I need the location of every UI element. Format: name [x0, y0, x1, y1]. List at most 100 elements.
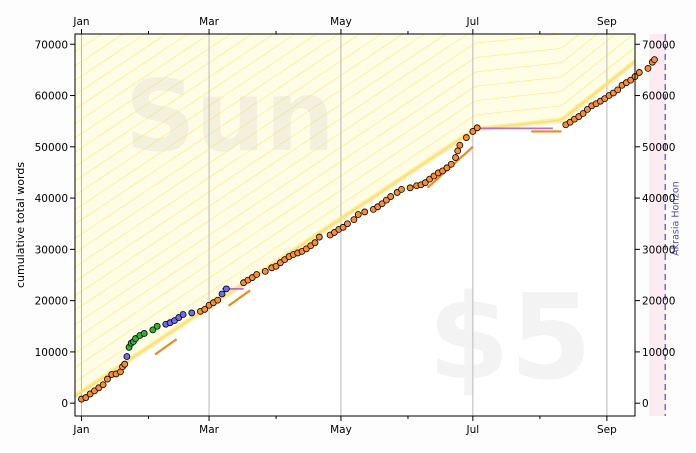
datapoint	[188, 309, 196, 317]
datapoint	[99, 381, 107, 389]
orange-guide-line	[227, 289, 251, 307]
datapoint	[82, 394, 90, 401]
datapoint	[421, 179, 429, 187]
datapoint	[272, 262, 280, 270]
datapoint	[104, 375, 111, 383]
y-tick-label-right: 60000	[642, 91, 675, 103]
hatch-line	[75, 34, 425, 268]
datapoint	[473, 124, 481, 132]
y-tick-label-left: 70000	[35, 39, 68, 51]
x-tick-label-top: Sep	[597, 16, 617, 28]
y-tick-label-right: 30000	[642, 244, 675, 256]
hatch-line	[75, 34, 232, 139]
datapoint	[339, 223, 347, 231]
datapoint	[398, 185, 405, 193]
datapoint	[462, 134, 470, 141]
y-tick-label-right: 70000	[642, 39, 675, 51]
today-band-rect	[649, 34, 666, 416]
goal-hatch-area	[75, 34, 635, 397]
plot-frame	[74, 33, 636, 417]
road-centerline	[75, 60, 635, 397]
hatch-line	[75, 34, 189, 110]
datapoint	[354, 211, 362, 218]
x-tick-label-top: Jul	[466, 16, 480, 28]
hatch-line	[75, 34, 635, 368]
orange-guide-line	[154, 338, 178, 356]
hatch-line	[75, 34, 447, 282]
datapoint	[447, 160, 455, 168]
x-tick-label-top: Mar	[199, 16, 219, 28]
x-tick-label-bottom: May	[330, 424, 352, 436]
datapoint	[454, 147, 462, 155]
y-tick-label-left: 10000	[35, 347, 68, 359]
akrasia-horizon: Akrasia Horizon	[664, 34, 681, 416]
datapoint	[443, 164, 451, 172]
y-axis-label: cumulative total words	[14, 162, 27, 288]
datapoint	[350, 216, 358, 224]
x-tick-label-bottom: Mar	[199, 424, 219, 436]
datapoint	[387, 193, 395, 200]
y-tick-label-right: 50000	[642, 142, 675, 154]
hatch-line	[75, 34, 296, 182]
axes	[74, 33, 636, 417]
hatch-line	[75, 34, 275, 167]
hatch-line	[75, 34, 210, 124]
datapoint	[214, 296, 222, 304]
datapoint	[201, 305, 209, 313]
hatch-line	[75, 34, 382, 239]
datapoint	[456, 141, 464, 149]
datapoint	[149, 326, 157, 334]
x-tick-label-top: May	[330, 16, 352, 28]
y-tick-label-left: 40000	[35, 193, 68, 205]
datapoint	[315, 233, 323, 241]
datapoint	[635, 69, 643, 76]
hatch-line	[75, 34, 617, 354]
datapoint	[153, 322, 161, 330]
y-tick-label-left: 30000	[35, 244, 68, 256]
datapoint	[651, 56, 658, 64]
datapoint	[253, 271, 261, 278]
hatch-line	[75, 34, 404, 253]
x-tick-label-bottom: Jan	[72, 424, 89, 436]
y-tick-label-right: 40000	[642, 193, 675, 205]
today-band	[649, 34, 666, 416]
watermarks: Sun $5	[125, 60, 592, 406]
tick-marks: Jan Jan Mar Mar May May Jul Jul Sep Sep 0 0 10000 100…	[35, 16, 676, 436]
hatch-fill	[75, 34, 635, 397]
x-tick-label-top: Jan	[72, 16, 89, 28]
datapoint	[140, 330, 148, 337]
hatch-line	[75, 46, 635, 383]
x-tick-label-bottom: Jul	[466, 424, 480, 436]
hatch-line	[75, 34, 581, 325]
x-tick-label-bottom: Sep	[597, 424, 617, 436]
datapoint	[361, 208, 369, 216]
datapoint	[121, 360, 129, 368]
y-tick-label-right: 0	[642, 398, 649, 410]
hatch-line	[75, 34, 599, 340]
hatch-line	[75, 34, 339, 210]
hatch-line	[75, 34, 361, 225]
datapoint	[452, 154, 459, 161]
y-tick-label-left: 50000	[35, 142, 68, 154]
hatch-line	[75, 34, 318, 196]
hatch-line	[75, 34, 561, 311]
y-tick-label-left: 0	[61, 398, 68, 410]
datapoint	[261, 268, 269, 275]
hatch-line	[75, 34, 468, 297]
datapoint	[179, 311, 187, 318]
watermark-goal: Sun	[125, 60, 335, 174]
akrasia-horizon-label: Akrasia Horizon	[670, 181, 681, 255]
datapoint	[584, 105, 591, 113]
hatch-line	[75, 34, 253, 153]
datapoint	[344, 220, 351, 228]
datapoints	[78, 56, 658, 403]
datapoint	[378, 200, 386, 208]
datapoint	[627, 76, 635, 84]
datapoint	[469, 128, 477, 135]
datapoint	[406, 184, 414, 192]
y-tick-label-right: 10000	[642, 347, 675, 359]
y-tick-label-left: 20000	[35, 296, 68, 308]
datapoint	[311, 239, 319, 247]
